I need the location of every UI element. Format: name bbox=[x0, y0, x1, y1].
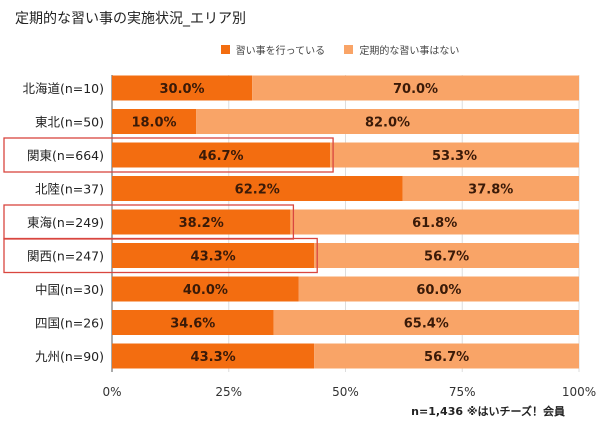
category-label: 中国(n=30) bbox=[35, 282, 104, 297]
bar-segment bbox=[402, 176, 579, 201]
highlight-box bbox=[3, 237, 318, 274]
category-label: 関東(n=664) bbox=[27, 148, 104, 163]
legend-swatch bbox=[344, 45, 354, 54]
legend-swatch bbox=[220, 45, 230, 54]
x-tick-label: 0% bbox=[102, 385, 121, 399]
data-label: 30.0% bbox=[159, 82, 204, 97]
category-label: 四国(n=26) bbox=[35, 316, 104, 331]
data-label: 65.4% bbox=[404, 317, 449, 332]
legend-item-none: 定期的な習い事はない bbox=[344, 42, 459, 57]
data-label: 82.0% bbox=[365, 116, 410, 131]
highlight-box bbox=[3, 137, 334, 173]
bar-segment bbox=[314, 343, 579, 369]
bar-segment bbox=[112, 310, 274, 335]
data-label: 38.2% bbox=[179, 216, 224, 231]
bar-segment bbox=[298, 276, 579, 302]
bar-segment bbox=[290, 209, 579, 235]
category-label: 東北(n=50) bbox=[35, 115, 104, 130]
bar-segment bbox=[330, 142, 579, 168]
x-tick-label: 100% bbox=[562, 385, 596, 399]
category-label: 北陸(n=37) bbox=[35, 182, 104, 197]
bar-segment bbox=[112, 109, 197, 134]
category-label: 北海道(n=10) bbox=[22, 81, 104, 96]
data-label: 56.7% bbox=[424, 250, 469, 265]
data-label: 37.8% bbox=[468, 183, 513, 198]
legend-label: 習い事を行っている bbox=[235, 46, 326, 57]
data-label: 43.3% bbox=[191, 350, 236, 365]
bar-segment bbox=[112, 343, 315, 369]
data-label: 56.7% bbox=[424, 350, 469, 365]
data-label: 62.2% bbox=[235, 183, 280, 198]
category-label: 九州(n=90) bbox=[35, 349, 104, 364]
legend: 習い事を行っている 定期的な習い事はない bbox=[0, 42, 600, 57]
category-label: 関西(n=247) bbox=[27, 249, 104, 264]
x-tick-label: 75% bbox=[449, 385, 476, 399]
bar-segment bbox=[112, 176, 403, 201]
footnote: n=1,436 ※はいチーズ！会員 bbox=[411, 405, 565, 418]
data-label: 53.3% bbox=[432, 149, 477, 164]
data-label: 43.3% bbox=[191, 250, 236, 265]
bar-segment bbox=[112, 75, 253, 101]
legend-label: 定期的な習い事はない bbox=[359, 46, 460, 57]
bar-segment bbox=[112, 142, 331, 168]
bar-segment bbox=[314, 243, 579, 268]
bar-segment bbox=[252, 75, 579, 101]
bar-segment bbox=[196, 109, 579, 134]
bar-segment bbox=[112, 209, 291, 235]
legend-item-doing: 習い事を行っている bbox=[220, 42, 326, 57]
data-label: 61.8% bbox=[412, 216, 457, 231]
data-label: 18.0% bbox=[131, 116, 176, 131]
data-label: 70.0% bbox=[393, 82, 438, 97]
bar-segment bbox=[112, 276, 299, 302]
data-label: 46.7% bbox=[198, 149, 243, 164]
x-tick-label: 25% bbox=[215, 385, 242, 399]
chart-title: 定期的な習い事の実施状況_エリア別 bbox=[15, 11, 246, 27]
category-label: 東海(n=249) bbox=[27, 215, 104, 230]
data-label: 60.0% bbox=[416, 283, 461, 298]
data-label: 40.0% bbox=[183, 283, 228, 298]
data-label: 34.6% bbox=[170, 317, 215, 332]
bar-segment bbox=[112, 243, 315, 268]
bar-segment bbox=[273, 310, 579, 335]
x-tick-label: 50% bbox=[332, 385, 359, 399]
